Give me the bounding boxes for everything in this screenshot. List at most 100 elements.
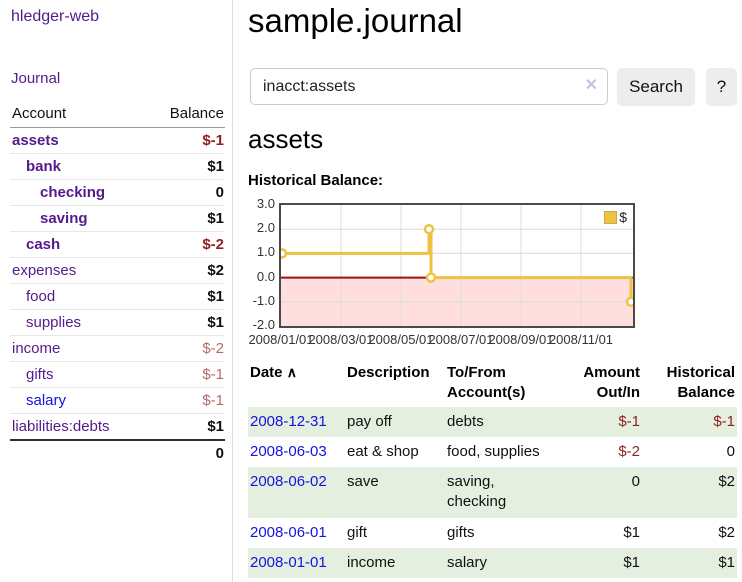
y-tick-label: 3.0 [256, 196, 275, 211]
search-row: ✕ Search ? [248, 68, 737, 106]
account-balance: $-2 [146, 335, 225, 362]
account-link-supplies[interactable]: supplies [26, 314, 82, 331]
account-row: assets $-1 [10, 127, 225, 154]
y-tick-label: 0.0 [256, 269, 275, 284]
register-row: 2008-12-31 pay off debts $-1 $-1 [248, 406, 737, 437]
account-link-liabilities-debts[interactable]: liabilities:debts [12, 418, 110, 435]
accounts-header-row: Account Balance [10, 101, 225, 128]
x-tick-label: 2008/03/01 [308, 332, 374, 347]
search-input[interactable] [250, 68, 608, 105]
account-row: checking 0 [10, 179, 225, 206]
help-button[interactable]: ? [706, 68, 737, 106]
chart-title: Historical Balance: [248, 172, 384, 189]
column-header-amount: Amount Out/In [583, 364, 640, 402]
account-link-saving[interactable]: saving [40, 210, 88, 227]
transaction-date-link[interactable]: 2008-12-31 [250, 412, 327, 430]
accounts-table: Account Balance assets $-1 bank $1 check… [10, 101, 225, 466]
transaction-description: income [345, 547, 445, 578]
account-row: supplies $1 [10, 309, 225, 336]
y-tick-label: -2.0 [252, 317, 275, 332]
app-title-link[interactable]: hledger-web [11, 8, 100, 25]
transaction-amount: $1 [623, 523, 640, 541]
account-link-bank[interactable]: bank [26, 158, 62, 175]
x-tick-label: 2008/11/01 [548, 332, 614, 347]
transaction-amount: $1 [557, 547, 642, 578]
legend-swatch [604, 210, 618, 224]
column-header-accounts: To/From Account(s) [447, 364, 526, 402]
transaction-description: gift [347, 523, 368, 541]
transaction-date-link[interactable]: 2008-06-01 [250, 523, 327, 541]
account-balance: $-2 [146, 231, 225, 258]
account-link-gifts[interactable]: gifts [26, 366, 54, 383]
account-row: income $-2 [10, 335, 225, 362]
account-row: expenses $2 [10, 257, 225, 284]
account-row: gifts $-1 [10, 361, 225, 388]
account-link-salary[interactable]: salary [26, 392, 67, 409]
x-tick-label: 2008/07/01 [428, 332, 494, 347]
date-header-label: Date [250, 364, 283, 381]
transaction-description: pay off [345, 406, 445, 437]
transaction-description: eat & shop [347, 442, 419, 460]
register-row: 2008-06-03 eat & shop food, supplies $-2… [248, 437, 737, 467]
account-link-food[interactable]: food [26, 288, 56, 305]
account-balance: $-1 [146, 361, 225, 388]
register-row: 2008-06-01 gift gifts $1 $2 [248, 518, 737, 548]
column-header-date[interactable]: Date ∧ [248, 360, 345, 407]
account-balance: 0 [146, 179, 225, 206]
transaction-description: save [345, 467, 445, 518]
account-heading: assets [248, 124, 324, 154]
register-header-row: Date ∧ Description To/From Account(s) Am… [248, 360, 737, 407]
transaction-accounts: salary [445, 547, 557, 578]
account-balance: $1 [146, 205, 225, 232]
transaction-accounts: gifts [447, 523, 475, 541]
transaction-date-link[interactable]: 2008-01-01 [250, 553, 327, 571]
account-row: salary $-1 [10, 387, 225, 414]
transaction-amount: $-1 [557, 406, 642, 437]
account-row: saving $1 [10, 205, 225, 232]
account-balance: $1 [146, 283, 225, 310]
search-button[interactable]: Search [617, 68, 695, 106]
transaction-date-link[interactable]: 2008-06-02 [250, 473, 327, 490]
nav-journal-link[interactable]: Journal [11, 70, 61, 87]
main-panel: sample.journal ✕ Search ? assets Histori… [248, 0, 737, 582]
account-balance: $-1 [146, 387, 225, 414]
account-balance: $-1 [146, 127, 225, 154]
transaction-accounts: saving, checking [445, 467, 557, 518]
account-row: liabilities:debts $1 [10, 413, 225, 441]
transaction-accounts: food, supplies [447, 442, 540, 460]
transaction-date-link[interactable]: 2008-06-03 [250, 442, 327, 460]
x-tick-label: 2008/01/01 [248, 332, 314, 347]
sort-ascending-icon: ∧ [286, 364, 297, 380]
transaction-balance: $-1 [642, 406, 737, 437]
account-row: food $1 [10, 283, 225, 310]
accounts-header-account: Account [10, 101, 147, 128]
transaction-accounts: debts [445, 406, 557, 437]
accounts-total: 0 [146, 439, 225, 466]
account-row: bank $1 [10, 153, 225, 180]
plot-canvas [276, 205, 637, 326]
y-tick-label: 1.0 [256, 244, 275, 259]
register-row: 2008-06-02 save saving, checking 0 $2 [248, 467, 737, 518]
account-link-expenses[interactable]: expenses [12, 262, 77, 279]
account-balance: $1 [146, 153, 225, 180]
account-link-cash[interactable]: cash [26, 236, 61, 253]
transaction-amount: 0 [557, 467, 642, 518]
account-link-assets[interactable]: assets [12, 132, 59, 149]
transaction-amount: $-2 [618, 442, 640, 460]
account-link-checking[interactable]: checking [40, 184, 106, 201]
sidebar: hledger-web Journal Account Balance asse… [0, 0, 233, 582]
account-balance: $2 [146, 257, 225, 284]
account-link-income[interactable]: income [12, 340, 61, 357]
x-tick-label: 2008/09/01 [488, 332, 554, 347]
column-header-description: Description [347, 364, 430, 381]
plot-area: $ [276, 203, 637, 328]
clear-search-icon[interactable]: ✕ [584, 77, 598, 94]
account-row: cash $-2 [10, 231, 225, 258]
page-title: sample.journal [248, 2, 463, 39]
register-row: 2008-01-01 income salary $1 $1 [248, 547, 737, 578]
column-header-balance: Historical Balance [666, 364, 735, 402]
transaction-balance: $1 [642, 547, 737, 578]
transaction-balance: 0 [726, 442, 735, 460]
transaction-balance: $2 [642, 467, 737, 518]
account-balance: $1 [146, 413, 225, 441]
